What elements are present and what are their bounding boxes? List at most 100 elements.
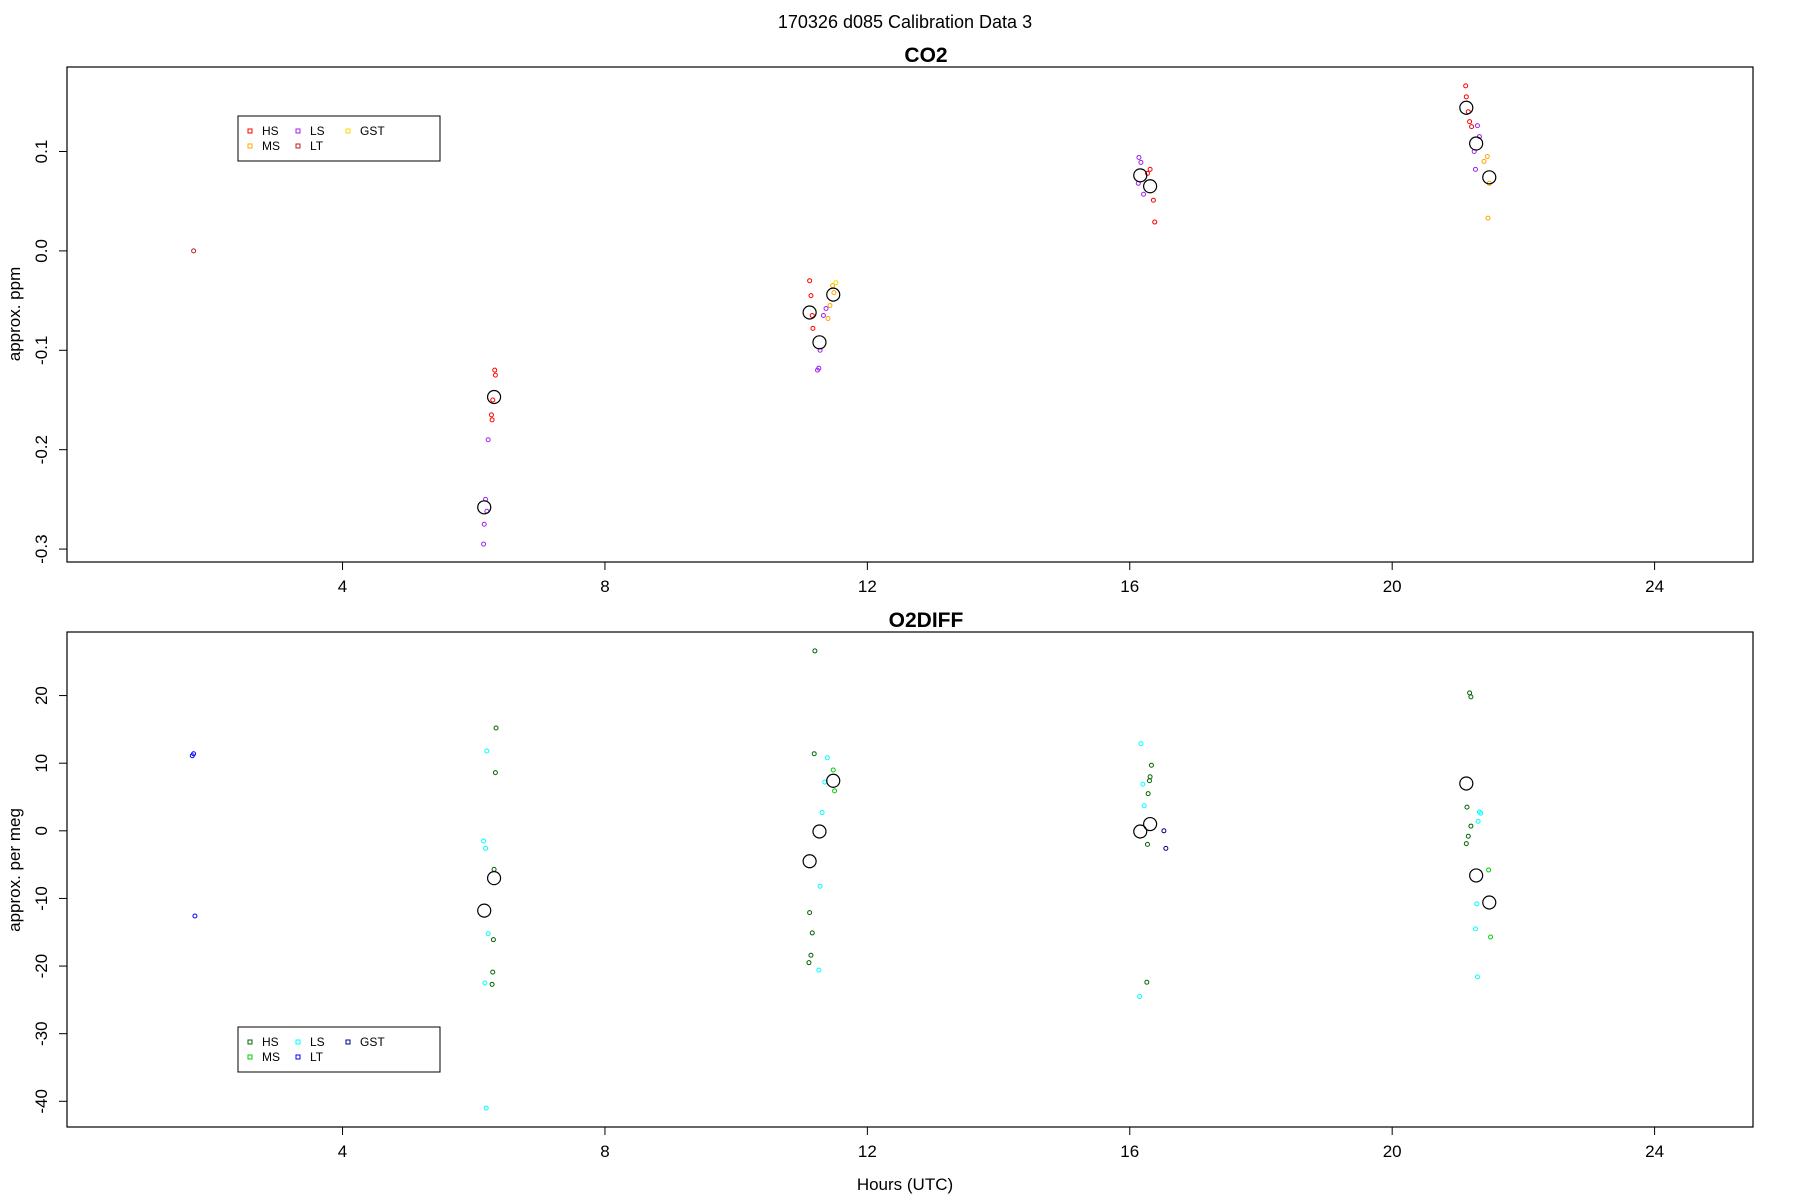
y-tick-label: -10: [32, 886, 51, 911]
point-ls: [1140, 781, 1146, 787]
mean-point: [1482, 895, 1497, 910]
mean-point: [802, 305, 817, 320]
point-ls: [1136, 154, 1142, 160]
point-ls: [1478, 810, 1484, 816]
point-hs: [811, 751, 817, 757]
x-tick-label: 24: [1645, 1142, 1664, 1161]
x-tick-label: 16: [1120, 577, 1139, 596]
point-ls: [1474, 901, 1480, 907]
point-hs: [807, 910, 813, 916]
mean-point: [826, 773, 841, 788]
point-ls: [819, 810, 825, 816]
point-hs: [808, 293, 814, 299]
point-hs: [1152, 219, 1158, 225]
point-hs: [1463, 83, 1469, 89]
legend-label: MS: [262, 139, 280, 153]
mean-point: [486, 389, 502, 405]
point-hs: [1147, 774, 1153, 780]
point-hs: [1469, 124, 1475, 130]
legend-label: GST: [360, 1035, 385, 1049]
mean-point: [1459, 776, 1474, 791]
point-hs: [488, 412, 494, 418]
mean-point: [1459, 100, 1474, 115]
legend-swatch: [295, 1054, 301, 1060]
point-hs: [1467, 119, 1473, 125]
point-ms: [825, 315, 831, 321]
legend-box: [237, 1026, 441, 1073]
y-tick-label: -20: [32, 954, 51, 979]
point-hs: [493, 725, 499, 731]
point-hs: [1144, 979, 1150, 985]
point-ls: [1472, 166, 1478, 172]
point-ls: [484, 748, 490, 754]
y-tick-label: 20: [32, 686, 51, 705]
legend-label: LT: [310, 139, 324, 153]
point-hs: [1145, 791, 1151, 797]
point-hs: [810, 325, 816, 331]
point-ls: [1475, 818, 1481, 824]
point-hs: [1463, 841, 1469, 847]
point-ms: [830, 767, 836, 773]
legend-label: GST: [360, 124, 385, 138]
point-ms: [832, 788, 838, 794]
mean-point: [802, 854, 817, 869]
point-lt: [189, 753, 195, 759]
point-ms: [1486, 867, 1492, 873]
mean-point: [1482, 170, 1497, 185]
legend-label: LS: [310, 1035, 325, 1049]
point-hs: [1468, 823, 1474, 829]
point-hs: [489, 417, 495, 423]
point-ms: [831, 290, 837, 296]
point-ls: [481, 838, 487, 844]
legend-label: LS: [310, 124, 325, 138]
x-tick-label: 20: [1383, 577, 1402, 596]
x-tick-label: 20: [1383, 1142, 1402, 1161]
y-tick-label: -30: [32, 1021, 51, 1046]
y-tick-label: 0.1: [32, 140, 51, 164]
point-gst: [833, 280, 839, 286]
point-hs: [1144, 841, 1150, 847]
mean-point: [477, 903, 492, 918]
panel-o2diff: O2DIFF approx. per meg 4 8 12 16 20 24 -40 -30 -…: [5, 609, 1754, 1161]
point-ls: [481, 521, 487, 527]
y-tick-label: 10: [32, 754, 51, 773]
point-hs: [492, 770, 498, 776]
panel-co2: CO2 approx. ppm 4 8 12 16 20 24 -0.3 -0.2 -0.1 0.…: [5, 44, 1754, 596]
legend-label: MS: [262, 1050, 280, 1064]
mean-point: [812, 335, 827, 350]
point-hs: [808, 952, 814, 958]
point-ls: [482, 980, 488, 986]
point-hs: [1144, 170, 1150, 176]
point-ls: [485, 437, 491, 443]
point-ls: [814, 367, 820, 373]
legend-label: HS: [262, 124, 279, 138]
point-ms: [1485, 215, 1491, 221]
point-hs: [807, 278, 813, 284]
point-ls: [816, 967, 822, 973]
x-tick-label: 4: [338, 1142, 347, 1161]
legend-swatch: [295, 1039, 301, 1045]
point-hs: [806, 960, 812, 966]
point-ls: [1141, 803, 1147, 809]
point-ls: [823, 306, 829, 312]
legend-swatch: [247, 143, 253, 149]
point-hs: [1468, 694, 1474, 700]
point-hs: [490, 937, 496, 943]
panel-title: O2DIFF: [889, 609, 964, 632]
point-ls: [817, 883, 823, 889]
point-ls: [1472, 926, 1478, 932]
legend-swatch: [247, 128, 253, 134]
y-axis-label: approx. ppm: [5, 267, 24, 362]
mean-point: [1469, 136, 1484, 151]
point-gst: [1161, 828, 1167, 834]
legend-swatch: [247, 1054, 253, 1060]
point-ls: [1141, 191, 1147, 197]
point-ls: [1476, 809, 1482, 815]
x-tick-label: 4: [338, 577, 347, 596]
point-hs: [490, 969, 496, 975]
point-ms: [1484, 153, 1490, 159]
point-hs: [812, 648, 818, 654]
mean-point: [1469, 868, 1484, 883]
